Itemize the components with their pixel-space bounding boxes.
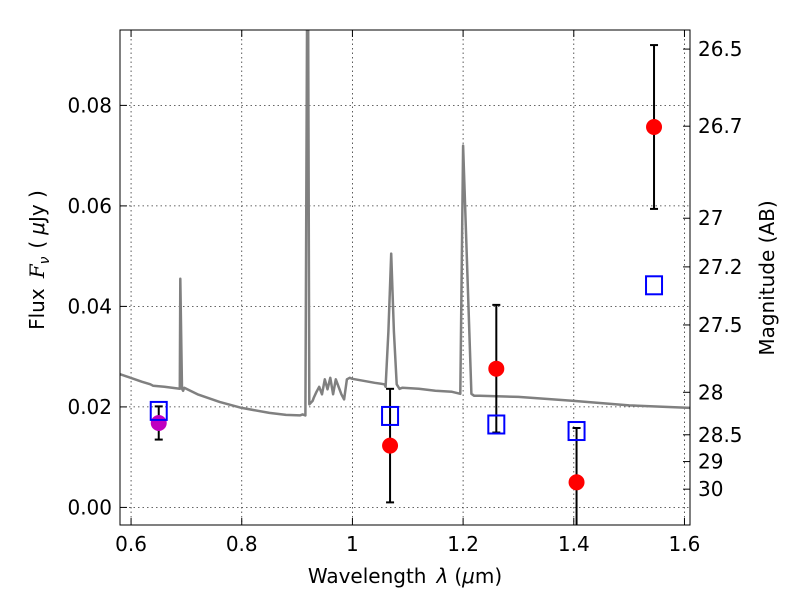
x-tick-label: 1.6 — [669, 532, 701, 556]
tick-layer: 0.6 0.8 1 1.2 1.4 1.6 0.00 0.02 0.04 0.06 0.08 26.5… — [67, 30, 743, 556]
model-point — [487, 414, 506, 435]
mag-tick-label: 27.5 — [698, 313, 743, 337]
mag-tick-label: 29 — [698, 450, 723, 474]
model-point — [645, 275, 664, 296]
grid-layer — [120, 30, 690, 525]
mag-tick-label: 30 — [698, 477, 723, 501]
y-tick-label: 0.02 — [67, 395, 112, 419]
mag-tick-label: 27 — [698, 206, 723, 230]
data-point — [150, 414, 167, 431]
x-axis-label: Wavelength λ (μm) — [308, 564, 502, 588]
x-tick-label: 0.6 — [115, 532, 147, 556]
data-point — [488, 360, 505, 377]
y-tick-label: 0.04 — [67, 294, 112, 318]
mag-tick-label: 26.5 — [698, 37, 743, 61]
mag-tick-label: 27.2 — [698, 255, 743, 279]
model-point — [149, 400, 168, 421]
y-tick-label: 0.00 — [67, 495, 112, 519]
model-point — [567, 421, 586, 442]
mag-tick-label: 28 — [698, 380, 723, 404]
data-point — [646, 118, 663, 135]
line-layer — [120, 30, 690, 417]
points-layer — [149, 44, 664, 525]
x-tick-label: 0.8 — [226, 532, 258, 556]
model-point — [381, 405, 400, 426]
plot-frame — [119, 29, 691, 526]
x-tick-label: 1.2 — [447, 532, 479, 556]
mag-tick-label: 28.5 — [698, 423, 743, 447]
y-tick-label: 0.06 — [67, 194, 112, 218]
mag-tick-label: 26.7 — [698, 114, 743, 138]
data-point — [568, 474, 585, 491]
y-axis-label: FluxFν(μJy ) — [25, 190, 53, 330]
model-spectrum-line — [120, 30, 690, 417]
y2-axis-label: Magnitude (AB) — [755, 200, 779, 355]
x-tick-label: 1 — [346, 532, 359, 556]
data-point — [382, 437, 399, 454]
x-tick-label: 1.4 — [558, 532, 590, 556]
y-tick-label: 0.08 — [67, 93, 112, 117]
